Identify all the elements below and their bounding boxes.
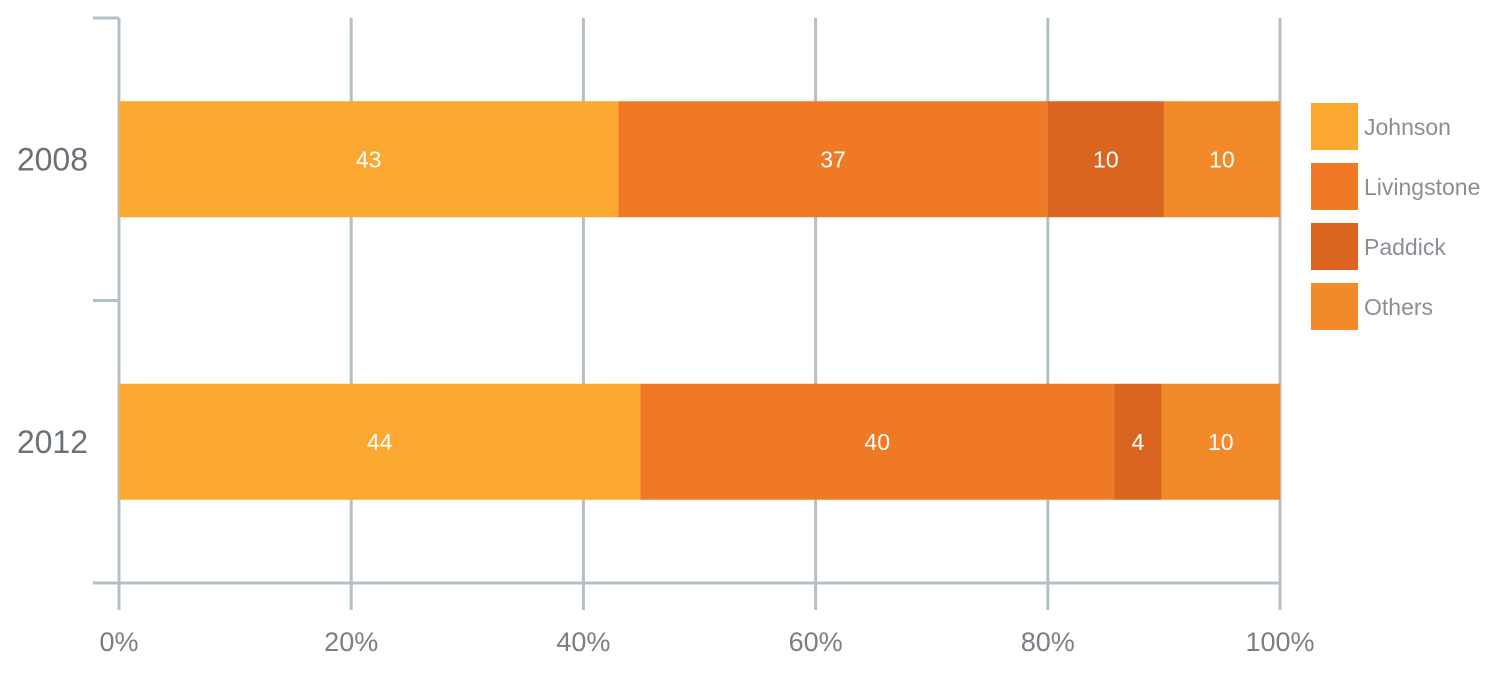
bar-2008-others bbox=[1163, 101, 1280, 218]
x-tick-label-1: 20% bbox=[324, 627, 378, 657]
data-label-2008-johnson: 43 bbox=[356, 146, 382, 172]
data-label-2012-paddick: 4 bbox=[1131, 429, 1144, 455]
x-tick-label-2: 40% bbox=[556, 627, 610, 657]
legend-swatch-paddick bbox=[1311, 223, 1358, 270]
data-label-2012-livingstone: 40 bbox=[864, 429, 890, 455]
category-label-2008: 2008 bbox=[17, 141, 88, 177]
legend-swatch-others bbox=[1311, 283, 1358, 330]
data-label-2008-paddick: 10 bbox=[1093, 146, 1119, 172]
data-label-2008-others: 10 bbox=[1209, 146, 1235, 172]
x-tick-label-0: 0% bbox=[99, 627, 138, 657]
legend-label-livingstone: Livingstone bbox=[1364, 174, 1480, 200]
data-label-2012-others: 10 bbox=[1208, 429, 1234, 455]
bar-2008-johnson bbox=[119, 101, 619, 218]
labels: 0% 20% 40% 60% 80% 100% 43 37 10 10 2008 44 40 4 10 201… bbox=[17, 141, 1315, 657]
bar-2008-paddick bbox=[1047, 101, 1164, 218]
bar-2012-johnson bbox=[119, 383, 641, 500]
legend-label-paddick: Paddick bbox=[1364, 234, 1446, 260]
bar-2008-livingstone bbox=[618, 101, 1048, 218]
data-label-2012-johnson: 44 bbox=[367, 429, 393, 455]
legend: Johnson Livingstone Paddick Others bbox=[1311, 103, 1480, 330]
legend-label-others: Others bbox=[1364, 294, 1433, 320]
x-tick-label-4: 80% bbox=[1021, 627, 1075, 657]
x-tick-label-3: 60% bbox=[789, 627, 843, 657]
legend-label-johnson: Johnson bbox=[1364, 114, 1451, 140]
bar-2012-livingstone bbox=[640, 383, 1115, 500]
legend-swatch-johnson bbox=[1311, 103, 1358, 150]
bar-2012-others bbox=[1161, 383, 1280, 500]
data-label-2008-livingstone: 37 bbox=[820, 146, 846, 172]
category-label-2012: 2012 bbox=[17, 424, 88, 460]
bars bbox=[119, 101, 1280, 500]
bar-2012-paddick bbox=[1114, 383, 1162, 500]
x-tick-label-5: 100% bbox=[1245, 627, 1314, 657]
legend-swatch-livingstone bbox=[1311, 163, 1358, 210]
